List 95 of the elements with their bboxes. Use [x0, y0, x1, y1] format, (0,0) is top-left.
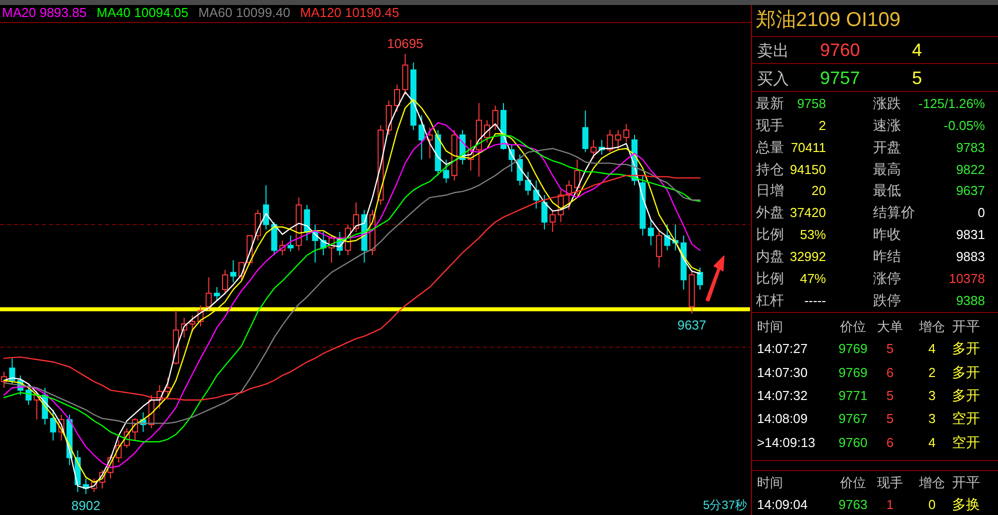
text: 开盘 — [873, 139, 901, 155]
text: >14:09:13 — [757, 435, 816, 450]
text: 涨停 — [873, 270, 901, 286]
text: 0 — [978, 205, 985, 220]
text: 空开 — [952, 410, 980, 426]
text: 10378 — [948, 271, 985, 286]
text: 9757 — [820, 68, 860, 88]
text: 6 — [886, 435, 894, 450]
text: 多换 — [952, 496, 980, 512]
text: 0 — [928, 497, 936, 512]
text: 3 — [928, 388, 936, 403]
text: 比例 — [756, 270, 784, 286]
text: MA120 10190.45 — [300, 5, 400, 20]
text: 涨跌 — [873, 95, 901, 111]
text: 14:08:09 — [757, 411, 808, 426]
text: 5 — [886, 411, 894, 426]
text: 53% — [800, 227, 826, 242]
text: 日增 — [756, 182, 784, 198]
text: 结算价 — [873, 204, 915, 220]
annotation: 10695 — [387, 36, 424, 51]
text: 14:09:04 — [757, 497, 808, 512]
text: 空开 — [952, 434, 980, 450]
text: 4 — [912, 40, 922, 60]
text: 多开 — [952, 364, 980, 380]
text: 买入 — [757, 70, 789, 88]
text: 昨结 — [873, 248, 901, 264]
text: 14:07:32 — [757, 388, 808, 403]
text: 开平 — [952, 318, 980, 334]
text: 最新 — [756, 95, 784, 111]
text: 9763 — [838, 497, 868, 512]
text: 最高 — [873, 161, 901, 177]
text: 时间 — [757, 319, 783, 334]
text: MA20 9893.85 — [2, 5, 87, 20]
text: 多开 — [952, 340, 980, 356]
annotation: 9637 — [677, 318, 706, 333]
text: ----- — [804, 293, 826, 308]
text: 外盘 — [756, 204, 784, 220]
text: 4 — [928, 435, 936, 450]
text: 9767 — [838, 411, 868, 426]
text: 9883 — [956, 249, 985, 264]
text: 2 — [928, 365, 936, 380]
text: 70411 — [790, 140, 826, 155]
text: 增仓 — [918, 319, 945, 334]
text: 5 — [912, 68, 922, 88]
text: 价位 — [839, 319, 866, 334]
text: 6 — [886, 365, 894, 380]
text: -0.05% — [944, 118, 986, 133]
text: -125/1.26% — [918, 96, 986, 111]
text: 9769 — [838, 341, 868, 356]
text: 9771 — [838, 388, 868, 403]
text: 增仓 — [918, 475, 945, 490]
text: 持仓 — [756, 161, 784, 177]
text: 卖出 — [757, 42, 789, 60]
text: 开平 — [952, 474, 980, 490]
text: 9769 — [838, 365, 868, 380]
text: 32992 — [790, 249, 826, 264]
text: 杠杆 — [755, 292, 784, 308]
text: 昨收 — [873, 226, 901, 242]
text: 9822 — [956, 162, 985, 177]
text: 14:07:30 — [757, 365, 808, 380]
annotation: 8902 — [71, 498, 100, 513]
text: 37420 — [790, 205, 826, 220]
text: 最低 — [873, 182, 901, 198]
text: 3 — [928, 411, 936, 426]
text: 9783 — [956, 140, 985, 155]
text: 大单 — [877, 319, 903, 334]
text: 时间 — [757, 475, 783, 490]
text: 14:07:27 — [757, 341, 808, 356]
text: 20 — [812, 183, 826, 198]
text: 94150 — [790, 162, 826, 177]
text: 9831 — [956, 227, 985, 242]
text: 现手 — [756, 117, 784, 133]
text: 总量 — [755, 139, 784, 155]
text: 现手 — [877, 475, 903, 490]
text: 5分37秒 — [702, 498, 747, 512]
text: 9760 — [838, 435, 868, 450]
text: 47% — [800, 271, 826, 286]
text: 2 — [818, 118, 826, 133]
text: 郑油2109 OI109 — [756, 9, 901, 31]
text: 5 — [886, 388, 894, 403]
text: 1 — [886, 497, 894, 512]
text: 9637 — [956, 183, 985, 198]
text: MA40 10094.05 — [96, 5, 188, 20]
text: 4 — [928, 341, 936, 356]
text: 比例 — [756, 226, 784, 242]
text: 内盘 — [756, 248, 784, 264]
text: MA60 10099.40 — [198, 5, 290, 20]
text: 跌停 — [873, 292, 901, 308]
text: 价位 — [839, 475, 866, 490]
text: 5 — [886, 341, 894, 356]
text: 9388 — [956, 293, 985, 308]
text: 9758 — [797, 96, 826, 111]
text: 速涨 — [873, 117, 901, 133]
text: 多开 — [952, 387, 980, 403]
text: 9760 — [820, 40, 860, 60]
